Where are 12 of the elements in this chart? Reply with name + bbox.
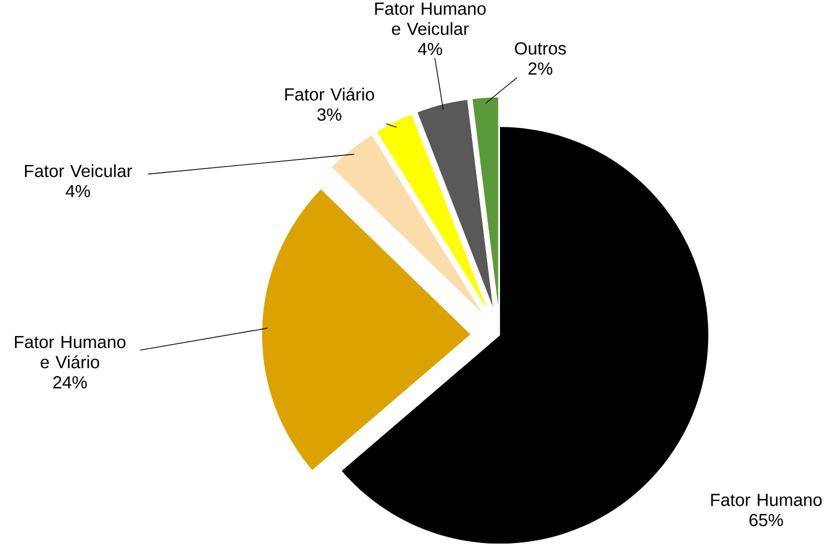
slice-label: Fator Humano e Veicular [375, 2, 486, 36]
data-label: 3% [317, 108, 342, 121]
data-label: 24% [53, 376, 87, 389]
slice-label: Outros [514, 42, 566, 55]
slice-label: Fator Viário [285, 88, 374, 101]
data-label: 4% [418, 43, 442, 56]
slice-label: Fator Humano e Viário [15, 336, 126, 369]
slice-label: Fator Humano [711, 494, 822, 506]
data-label: 2% [528, 62, 552, 75]
data-label: 4% [66, 185, 90, 198]
data-label: 65% [750, 514, 783, 526]
slice-label: Fator Veicular [25, 164, 132, 178]
